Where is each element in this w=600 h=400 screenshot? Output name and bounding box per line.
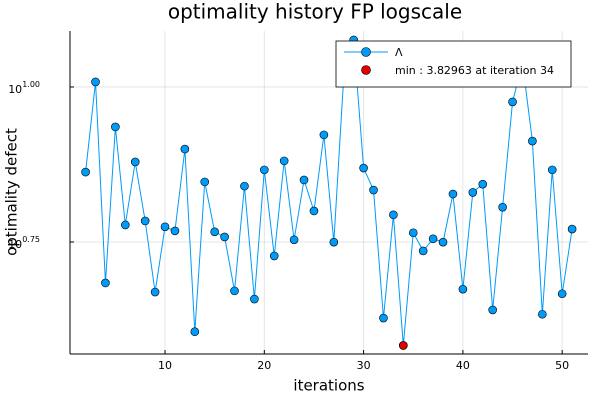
data-point [170,226,180,236]
data-point [567,224,577,234]
y-tick-exponent: 0.75 [22,234,40,243]
data-point [260,165,269,175]
data-point [428,234,438,244]
x-axis-label: iterations [293,377,364,395]
data-point [279,156,289,166]
data-point [111,122,120,132]
data-point [329,237,339,247]
legend-marker [361,47,371,57]
data-point [289,235,299,245]
data-point [547,165,557,175]
data-point [379,313,388,323]
data-point [180,144,190,154]
data-point [299,175,309,185]
data-point [399,341,408,350]
data-point [408,228,418,238]
data-point [220,232,229,242]
data-point [478,179,488,189]
legend-label: min : 3.82963 at iteration 34 [395,64,554,77]
data-point [230,286,239,296]
data-point [130,157,140,167]
data-point [389,210,398,220]
data-point [121,220,130,230]
data-point [359,163,368,173]
x-tick-label: 40 [456,359,470,372]
y-tick-label: 100.75 [8,234,40,251]
data-point [309,206,319,216]
data-point [468,188,478,197]
data-point [250,294,259,304]
x-tick-label: 20 [257,359,271,372]
data-point [200,177,210,187]
x-tick-label: 50 [555,359,569,372]
data-point [101,278,110,288]
data-point [538,309,547,319]
data-point [91,77,100,87]
data-point [498,202,507,212]
y-tick-base: 10 [8,83,22,96]
y-tick-label: 101.00 [8,79,40,96]
data-point [240,181,249,191]
data-point [448,189,458,199]
data-point [319,130,329,140]
y-axis-label: optimality defect [3,128,21,256]
data-point [140,216,150,226]
data-point [150,287,160,297]
legend-label: Λ [395,46,403,59]
x-tick-label: 30 [357,359,371,372]
data-point [438,237,448,247]
data-point [458,284,468,294]
chart-title: optimality history FP logscale [168,0,462,24]
data-point [160,222,170,232]
legend-box [335,40,572,88]
y-tick-exponent: 1.00 [22,79,40,88]
data-point [528,136,537,146]
data-point [508,97,517,107]
data-point [488,305,497,315]
data-point [190,327,200,337]
legend-marker [361,65,371,75]
data-point [369,185,378,195]
data-point [210,227,219,237]
data-point [557,289,567,299]
data-point [81,167,90,177]
data-point [269,251,279,261]
x-tick-label: 10 [158,359,172,372]
y-tick-base: 10 [8,238,22,251]
data-point [418,246,428,256]
